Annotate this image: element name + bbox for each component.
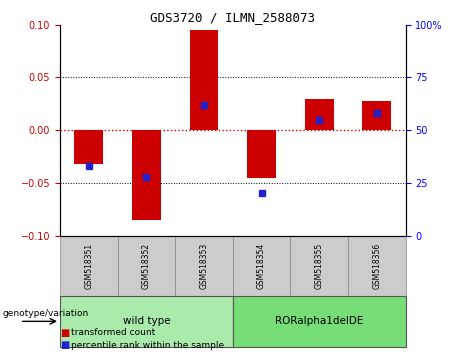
- Text: RORalpha1delDE: RORalpha1delDE: [275, 316, 363, 326]
- Bar: [74, 130, 103, 164]
- Bar: [189, 30, 219, 130]
- Text: GSM518354: GSM518354: [257, 242, 266, 289]
- Title: GDS3720 / ILMN_2588073: GDS3720 / ILMN_2588073: [150, 11, 315, 24]
- Bar: [118, 235, 175, 296]
- Text: ■: ■: [60, 328, 69, 338]
- Text: ■: ■: [60, 340, 69, 350]
- Bar: [247, 130, 276, 178]
- Bar: [60, 296, 233, 347]
- Text: percentile rank within the sample: percentile rank within the sample: [71, 341, 225, 350]
- Bar: [362, 101, 391, 130]
- Bar: [132, 130, 161, 220]
- Bar: [233, 296, 406, 347]
- Bar: [233, 235, 290, 296]
- Bar: [175, 235, 233, 296]
- Text: GSM518355: GSM518355: [315, 242, 324, 289]
- Text: GSM518356: GSM518356: [372, 242, 381, 289]
- Text: transformed count: transformed count: [71, 328, 156, 337]
- Bar: [305, 98, 334, 130]
- Text: GSM518351: GSM518351: [84, 242, 93, 289]
- Bar: [60, 235, 118, 296]
- Text: genotype/variation: genotype/variation: [2, 309, 89, 318]
- Text: wild type: wild type: [123, 316, 170, 326]
- Text: GSM518353: GSM518353: [200, 242, 208, 289]
- Bar: [290, 235, 348, 296]
- Text: GSM518352: GSM518352: [142, 242, 151, 289]
- Bar: [348, 235, 406, 296]
